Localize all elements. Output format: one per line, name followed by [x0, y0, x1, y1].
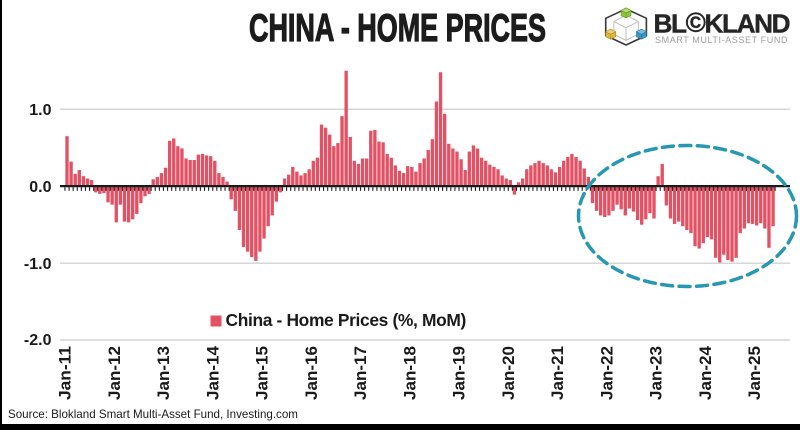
svg-text:Jan-15: Jan-15 — [254, 346, 272, 400]
svg-text:-2.0: -2.0 — [24, 332, 52, 349]
svg-text:Jan-16: Jan-16 — [303, 346, 321, 400]
svg-text:Jan-22: Jan-22 — [598, 346, 616, 400]
svg-text:Jan-18: Jan-18 — [401, 346, 419, 400]
svg-text:Jan-25: Jan-25 — [746, 346, 764, 400]
svg-text:1.0: 1.0 — [29, 102, 51, 119]
svg-text:Jan-17: Jan-17 — [352, 346, 370, 400]
svg-text:Jan-12: Jan-12 — [106, 346, 124, 400]
svg-text:Jan-20: Jan-20 — [500, 346, 518, 400]
svg-text:0.0: 0.0 — [29, 179, 51, 196]
svg-text:Jan-24: Jan-24 — [697, 345, 715, 400]
svg-text:Jan-23: Jan-23 — [648, 346, 666, 400]
svg-text:Jan-11: Jan-11 — [57, 346, 75, 400]
svg-text:Jan-14: Jan-14 — [204, 345, 222, 400]
svg-text:-1.0: -1.0 — [24, 256, 52, 273]
svg-text:Jan-21: Jan-21 — [549, 346, 567, 400]
svg-text:China - Home Prices (%, MoM): China - Home Prices (%, MoM) — [226, 310, 466, 330]
svg-text:Jan-19: Jan-19 — [451, 346, 469, 400]
svg-text:Jan-13: Jan-13 — [155, 346, 173, 400]
